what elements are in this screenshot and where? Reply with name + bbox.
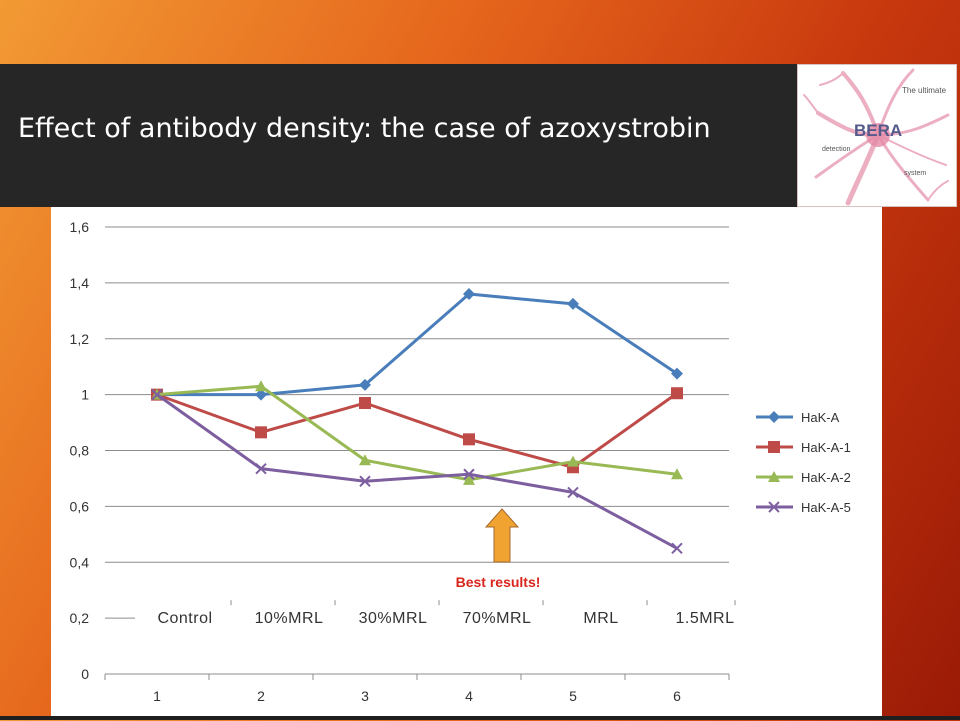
y-tick-label: 1,4 xyxy=(70,275,90,291)
triangle-marker xyxy=(255,380,267,392)
diamond-marker xyxy=(671,367,683,380)
series-hak-a-5 xyxy=(151,388,683,554)
series-line xyxy=(156,393,678,550)
logo-name: BERA xyxy=(854,121,902,140)
triangle-marker xyxy=(768,471,780,482)
legend-item: HaK-A-5 xyxy=(756,500,851,515)
category-label: 10%MRL xyxy=(255,610,324,627)
category-label: 30%MRL xyxy=(359,610,428,627)
bottom-strip xyxy=(0,716,960,720)
x-tick-label: 6 xyxy=(673,688,681,704)
x-tick-label: 1 xyxy=(153,688,161,704)
diamond-marker xyxy=(567,297,579,310)
square-marker xyxy=(671,387,683,400)
x-marker xyxy=(151,388,163,401)
arrow-up-icon xyxy=(484,508,520,563)
diamond-marker xyxy=(463,288,475,301)
x-tick-label: 3 xyxy=(361,688,369,704)
annotation-text: Best results! xyxy=(456,574,541,590)
series-line xyxy=(156,392,678,469)
x-axis: 1 2 3 4 5 6 xyxy=(104,673,730,704)
square-marker xyxy=(359,397,371,410)
x-tick-label: 4 xyxy=(465,688,473,704)
y-tick-label: 1,2 xyxy=(70,331,90,347)
legend-label: HaK-A-5 xyxy=(801,500,851,515)
x-tick-label: 5 xyxy=(569,688,577,704)
square-marker xyxy=(768,441,780,453)
logo-tagline-3: system xyxy=(904,170,926,177)
chart-panel: 0 0,2 0,4 0,6 0,8 1 1,2 1,4 1,6 1 2 3 4 5 6 Control 10… xyxy=(51,207,882,717)
triangle-marker xyxy=(463,473,475,485)
series-hak-a xyxy=(151,288,683,401)
logo-tagline-1: The ultimate xyxy=(902,86,947,95)
series-line xyxy=(157,292,678,397)
legend-label: HaK-A xyxy=(801,410,840,425)
category-strip xyxy=(135,598,749,627)
diamond-marker xyxy=(359,378,371,391)
category-label: 1.5MRL xyxy=(675,610,734,627)
x-marker xyxy=(768,501,780,513)
legend-item: HaK-A-2 xyxy=(756,470,851,485)
category-label: MRL xyxy=(583,610,618,627)
x-marker xyxy=(359,475,371,487)
series-hak-a-1 xyxy=(151,387,683,474)
diamond-marker xyxy=(255,388,267,401)
square-marker xyxy=(463,433,475,446)
legend-label: HaK-A-2 xyxy=(801,470,851,485)
diamond-marker xyxy=(768,411,780,423)
y-tick-label: 0,4 xyxy=(70,554,90,570)
triangle-marker xyxy=(671,468,683,480)
x-marker xyxy=(463,468,475,480)
x-marker xyxy=(671,542,683,554)
title-bar xyxy=(0,64,797,207)
x-tick-label: 2 xyxy=(257,688,265,704)
line-chart: 0 0,2 0,4 0,6 0,8 1 1,2 1,4 1,6 1 2 3 4 5 6 Control 10… xyxy=(70,219,851,704)
bera-logo-graphic: The ultimate BERA detection system xyxy=(803,68,950,206)
series-group xyxy=(151,288,683,554)
legend-item: HaK-A-1 xyxy=(756,440,851,455)
series-line xyxy=(156,384,678,482)
slide-title: Effect of antibody density: the case of … xyxy=(18,113,711,144)
logo-tagline-2: detection xyxy=(822,146,851,153)
y-tick-label: 0,6 xyxy=(70,498,90,514)
y-tick-label: 1 xyxy=(81,387,89,403)
category-label: Control xyxy=(157,610,212,627)
y-tick-label: 0,2 xyxy=(70,610,90,626)
triangle-marker xyxy=(359,454,371,466)
x-marker xyxy=(255,462,267,475)
legend: HaK-A HaK-A-1 HaK-A-2 HaK-A-5 xyxy=(756,410,851,515)
y-tick-label: 0 xyxy=(81,666,89,682)
x-marker xyxy=(567,486,579,499)
y-tick-label: 0,8 xyxy=(70,443,90,459)
annotation: Best results! xyxy=(456,508,541,590)
legend-item: HaK-A xyxy=(756,410,840,425)
y-axis: 0 0,2 0,4 0,6 0,8 1 1,2 1,4 1,6 xyxy=(70,219,90,682)
legend-label: HaK-A-1 xyxy=(801,440,851,455)
triangle-marker xyxy=(567,455,579,467)
logo-cell-body xyxy=(866,123,890,147)
y-tick-label: 1,6 xyxy=(70,219,90,235)
bera-logo: The ultimate BERA detection system xyxy=(797,64,957,207)
square-marker xyxy=(255,426,267,439)
category-labels: Control 10%MRL 30%MRL 70%MRL MRL 1.5MRL xyxy=(135,598,749,627)
category-label: 70%MRL xyxy=(463,610,532,627)
